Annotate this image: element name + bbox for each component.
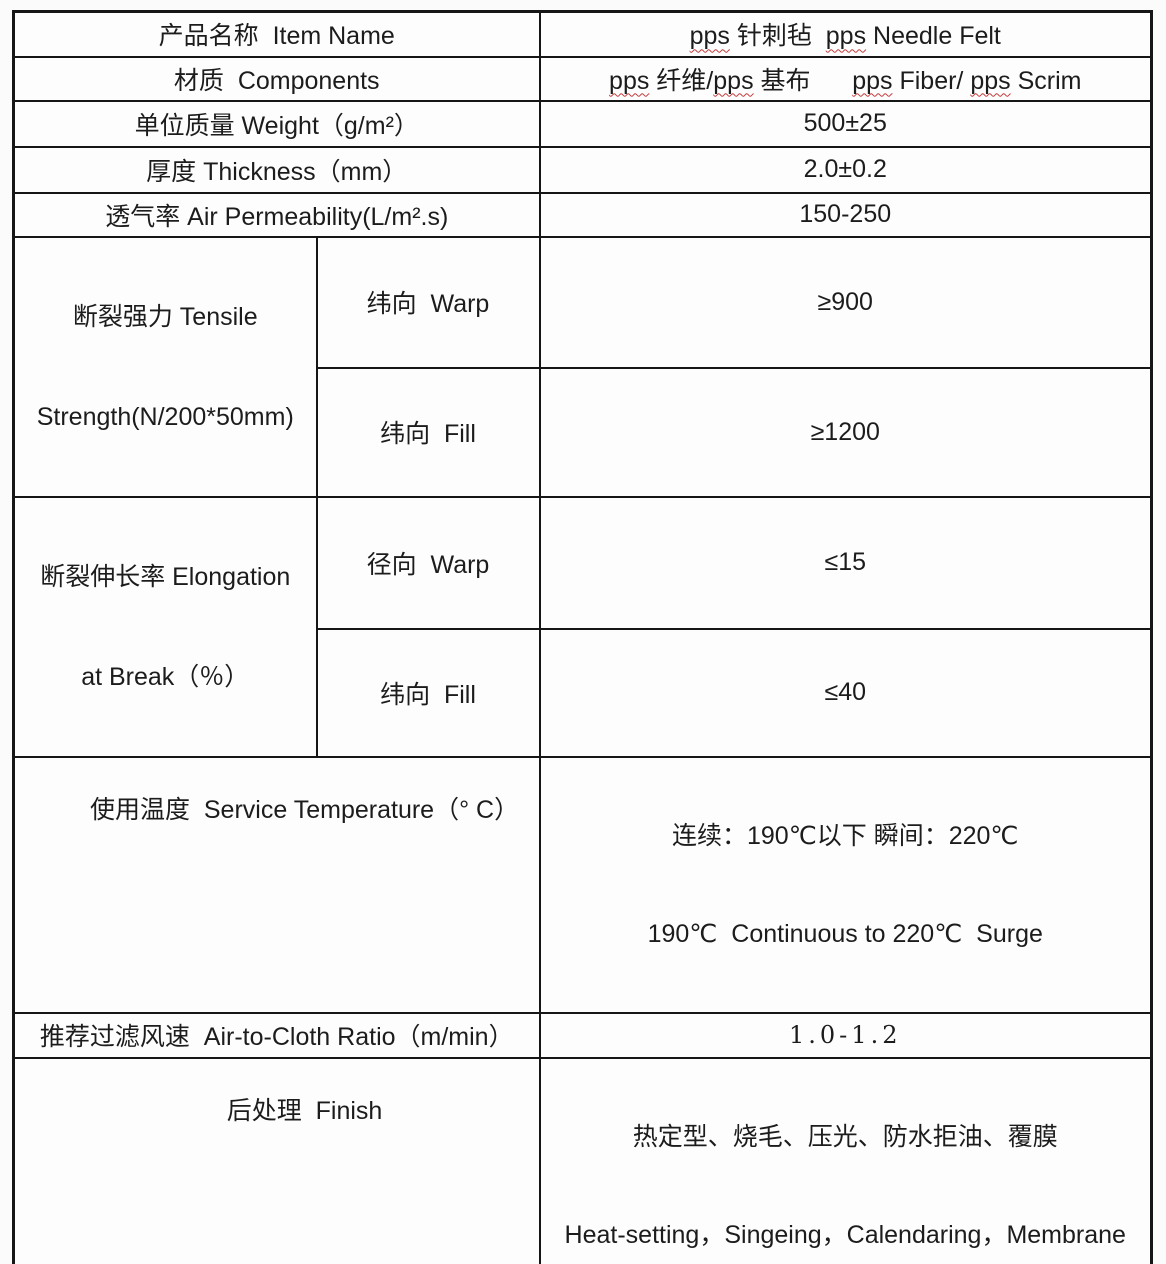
service-temperature-label: 使用温度 Service Temperature（° C） (14, 757, 540, 1013)
finish-value-line1: 热定型、烧毛、压光、防水拒油、覆膜 (545, 1117, 1147, 1157)
row-service-temperature: 使用温度 Service Temperature（° C） 连续：190℃以下 … (14, 757, 1152, 1013)
elongation-warp-value: ≤15 (540, 497, 1152, 630)
elongation-fill-label: 纬向 Fill (317, 629, 540, 756)
elongation-fill-value: ≤40 (540, 629, 1152, 756)
item-name-label: 产品名称 Item Name (14, 12, 540, 57)
air-permeability-value: 150-250 (540, 193, 1152, 237)
elongation-label: 断裂伸长率 Elongation at Break（％） (14, 497, 317, 757)
row-tensile-warp: 断裂强力 Tensile Strength(N/200*50mm) 纬向 War… (14, 237, 1152, 369)
row-air-permeability: 透气率 Air Permeability(L/m².s) 150-250 (14, 193, 1152, 237)
text-segment: 基布 (754, 67, 853, 95)
finish-label: 后处理 Finish (14, 1058, 540, 1264)
misspelled-word: pps (970, 67, 1010, 95)
elongation-label-line2: at Break（％） (19, 656, 312, 698)
row-components: 材质 Components pps 纤维/pps 基布 pps Fiber/ p… (14, 57, 1152, 101)
misspelled-word: pps (609, 67, 649, 95)
tensile-fill-value: ≥1200 (540, 368, 1152, 496)
finish-label-text: 后处理 Finish (227, 1091, 383, 1131)
text-segment: 针刺毡 (730, 22, 826, 50)
misspelled-word: pps (852, 67, 892, 95)
thickness-value: 2.0±0.2 (540, 147, 1152, 193)
tensile-strength-label-line2: Strength(N/200*50mm) (19, 396, 312, 438)
row-finish: 后处理 Finish 热定型、烧毛、压光、防水拒油、覆膜 Heat-settin… (14, 1058, 1152, 1264)
tensile-warp-value: ≥900 (540, 237, 1152, 369)
air-to-cloth-ratio-label: 推荐过滤风速 Air-to-Cloth Ratio（m/min） (14, 1013, 540, 1058)
components-label: 材质 Components (14, 57, 540, 101)
row-thickness: 厚度 Thickness（mm） 2.0±0.2 (14, 147, 1152, 193)
air-permeability-label: 透气率 Air Permeability(L/m².s) (14, 193, 540, 237)
text-segment: Needle Felt (866, 22, 1001, 50)
finish-value-line2: Heat-setting，Singeing，Calendaring，Membra… (545, 1215, 1147, 1255)
row-air-to-cloth-ratio: 推荐过滤风速 Air-to-Cloth Ratio（m/min） 1.0-1.2 (14, 1013, 1152, 1058)
text-segment: Fiber/ (893, 67, 971, 95)
spec-table: 产品名称 Item Name pps 针刺毡 pps Needle Felt 材… (12, 10, 1153, 1264)
misspelled-word: pps (713, 67, 753, 95)
item-name-value: pps 针刺毡 pps Needle Felt (540, 12, 1152, 57)
misspelled-word: pps (826, 22, 866, 50)
misspelled-word: pps (690, 22, 730, 50)
row-item-name: 产品名称 Item Name pps 针刺毡 pps Needle Felt (14, 12, 1152, 57)
elongation-label-line1: 断裂伸长率 Elongation (19, 556, 312, 598)
text-segment: 纤维/ (649, 67, 713, 95)
weight-value: 500±25 (540, 101, 1152, 147)
service-temperature-value-line1: 连续：190℃以下 瞬间：220℃ (545, 816, 1147, 856)
service-temperature-value-line2: 190℃ Continuous to 220℃ Surge (545, 914, 1147, 954)
weight-label: 单位质量 Weight（g/m²） (14, 101, 540, 147)
air-to-cloth-ratio-value: 1.0-1.2 (540, 1013, 1152, 1058)
service-temperature-label-text: 使用温度 Service Temperature（° C） (90, 790, 519, 830)
row-weight: 单位质量 Weight（g/m²） 500±25 (14, 101, 1152, 147)
row-elongation-warp: 断裂伸长率 Elongation at Break（％） 径向 Warp ≤15 (14, 497, 1152, 630)
tensile-strength-label-line1: 断裂强力 Tensile (19, 296, 312, 338)
elongation-warp-label: 径向 Warp (317, 497, 540, 630)
service-temperature-value: 连续：190℃以下 瞬间：220℃ 190℃ Continuous to 220… (540, 757, 1152, 1013)
finish-value: 热定型、烧毛、压光、防水拒油、覆膜 Heat-setting，Singeing，… (540, 1058, 1152, 1264)
tensile-fill-label: 纬向 Fill (317, 368, 540, 496)
components-value: pps 纤维/pps 基布 pps Fiber/ pps Scrim (540, 57, 1152, 101)
thickness-label: 厚度 Thickness（mm） (14, 147, 540, 193)
tensile-strength-label: 断裂强力 Tensile Strength(N/200*50mm) (14, 237, 317, 497)
tensile-warp-label: 纬向 Warp (317, 237, 540, 369)
text-segment: Scrim (1011, 67, 1082, 95)
